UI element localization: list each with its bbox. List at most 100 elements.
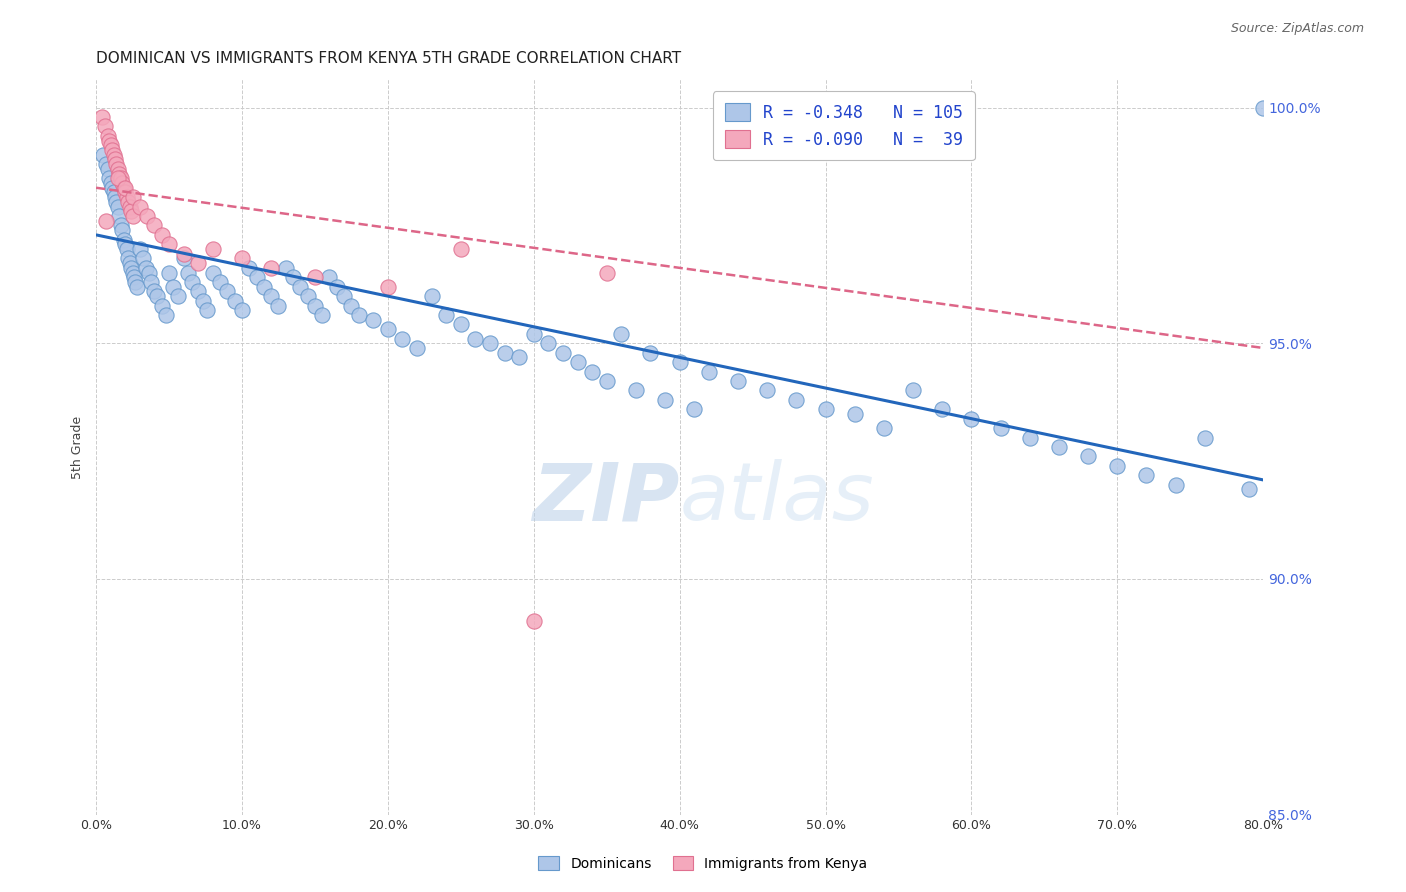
Point [100, 138, 122, 153]
Point [960, 411, 983, 425]
Point [624, 384, 647, 398]
Point [683, 402, 706, 417]
Point [377, 279, 399, 293]
Point [112, 233, 135, 247]
Point [125, 279, 148, 293]
Point [756, 384, 779, 398]
Point [391, 332, 413, 346]
Point [101, 143, 124, 157]
Point [873, 421, 896, 435]
Point [361, 312, 384, 326]
Point [107, 161, 129, 176]
Point [90, 110, 112, 124]
Text: atlas: atlas [679, 459, 875, 537]
Point [595, 266, 617, 280]
Point [209, 275, 232, 289]
Point [107, 200, 129, 214]
Point [274, 260, 297, 275]
Point [157, 237, 180, 252]
Point [191, 293, 214, 308]
Point [1135, 468, 1157, 483]
Point [318, 270, 340, 285]
Point [111, 223, 134, 237]
Point [1194, 430, 1216, 444]
Point [98, 134, 121, 148]
Point [108, 167, 131, 181]
Point [844, 407, 866, 421]
Point [108, 209, 131, 223]
Point [1077, 450, 1099, 464]
Point [118, 200, 141, 214]
Point [143, 219, 166, 233]
Point [1107, 458, 1129, 473]
Point [96, 213, 118, 227]
Point [104, 153, 127, 167]
Legend: R = -0.348   N = 105, R = -0.090   N =  39: R = -0.348 N = 105, R = -0.090 N = 39 [713, 91, 974, 161]
Point [138, 266, 160, 280]
Point [103, 186, 125, 200]
Point [122, 270, 145, 285]
Point [110, 219, 132, 233]
Point [551, 345, 574, 359]
Point [97, 128, 120, 143]
Point [162, 279, 184, 293]
Point [118, 256, 141, 270]
Point [217, 285, 239, 299]
Point [567, 355, 589, 369]
Point [450, 242, 472, 256]
Point [420, 289, 443, 303]
Point [990, 421, 1012, 435]
Point [155, 308, 177, 322]
Point [120, 204, 142, 219]
Point [1164, 477, 1187, 491]
Point [91, 147, 114, 161]
Point [150, 299, 173, 313]
Point [253, 279, 276, 293]
Point [96, 157, 118, 171]
Point [1251, 101, 1274, 115]
Point [114, 186, 136, 200]
Point [195, 303, 218, 318]
Point [326, 279, 349, 293]
Point [115, 242, 138, 256]
Point [177, 266, 200, 280]
Point [668, 355, 690, 369]
Point [523, 615, 546, 629]
Point [141, 275, 163, 289]
Point [181, 275, 204, 289]
Point [304, 270, 326, 285]
Point [297, 289, 319, 303]
Point [347, 308, 370, 322]
Point [150, 227, 173, 242]
Point [135, 260, 157, 275]
Point [434, 308, 457, 322]
Point [201, 242, 224, 256]
Point [610, 326, 633, 341]
Point [245, 270, 267, 285]
Point [260, 289, 283, 303]
Point [478, 336, 501, 351]
Point [785, 392, 807, 407]
Point [187, 256, 209, 270]
Point [1018, 430, 1040, 444]
Point [333, 289, 356, 303]
Point [105, 194, 128, 209]
Point [173, 246, 195, 260]
Point [727, 374, 749, 388]
Point [132, 252, 155, 266]
Point [104, 190, 127, 204]
Point [166, 289, 188, 303]
Point [124, 275, 146, 289]
Point [115, 190, 138, 204]
Point [581, 365, 603, 379]
Point [901, 384, 924, 398]
Point [464, 332, 486, 346]
Point [640, 345, 662, 359]
Point [101, 180, 124, 194]
Point [654, 392, 676, 407]
Point [143, 285, 166, 299]
Point [121, 190, 143, 204]
Point [114, 237, 136, 252]
Text: DOMINICAN VS IMMIGRANTS FROM KENYA 5TH GRADE CORRELATION CHART: DOMINICAN VS IMMIGRANTS FROM KENYA 5TH G… [96, 51, 681, 66]
Point [117, 252, 139, 266]
